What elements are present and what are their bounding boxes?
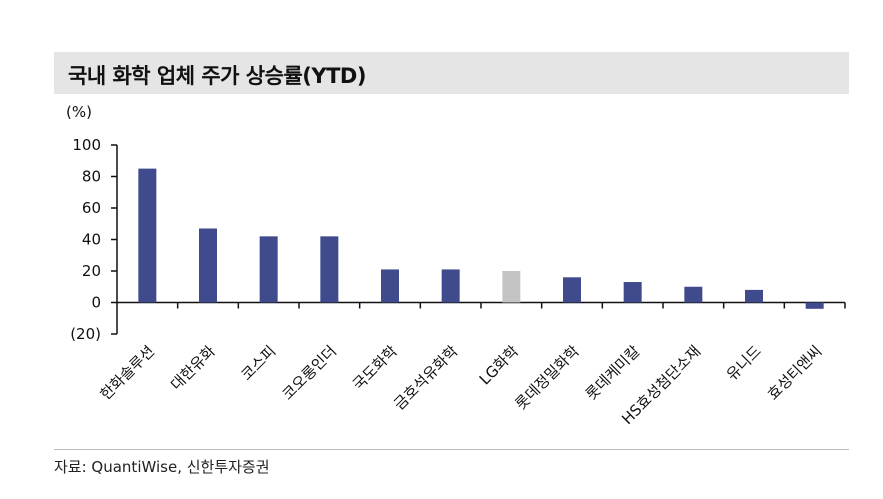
bar	[320, 236, 339, 303]
source-note: 자료: QuantiWise, 신한투자증권	[54, 458, 270, 476]
bar	[805, 302, 824, 309]
chart-title-band: 국내 화학 업체 주가 상승률(YTD)	[54, 52, 849, 94]
bar	[563, 277, 581, 303]
y-tick-label: 20	[82, 262, 101, 280]
y-tick-label: 100	[72, 136, 101, 154]
chart-title: 국내 화학 업체 주가 상승률(YTD)	[68, 64, 366, 88]
x-tick-label: LG화학	[476, 342, 523, 389]
source-divider	[54, 449, 849, 450]
bar	[259, 236, 278, 303]
x-tick-label: 대한유화	[167, 342, 219, 394]
bar	[441, 269, 460, 303]
x-tick-label: 금호석유화학	[390, 342, 461, 413]
x-tick-label: 효성티앤씨	[764, 342, 826, 404]
bar	[502, 271, 521, 303]
y-tick-label: 40	[82, 231, 101, 249]
x-tick-label: 코스피	[237, 342, 279, 384]
x-tick-label: 롯데정밀화학	[512, 342, 583, 413]
x-tick-label: 코오롱인더	[279, 342, 341, 404]
x-tick-label: 한화솔루션	[97, 342, 159, 404]
y-tick-label: 0	[91, 294, 101, 312]
bar	[623, 282, 642, 303]
x-tick-label: 국도화학	[349, 342, 401, 394]
bar	[199, 228, 217, 303]
bar	[138, 168, 157, 303]
bar	[381, 269, 399, 303]
y-tick-label: 60	[82, 199, 101, 217]
x-tick-label: 롯데케미칼	[582, 342, 644, 404]
bar	[684, 286, 703, 303]
y-tick-label: (20)	[70, 325, 101, 343]
y-tick-label: 80	[82, 168, 101, 186]
y-unit-label: (%)	[66, 103, 92, 121]
bar	[745, 289, 763, 303]
x-tick-label: 유니드	[723, 342, 765, 384]
